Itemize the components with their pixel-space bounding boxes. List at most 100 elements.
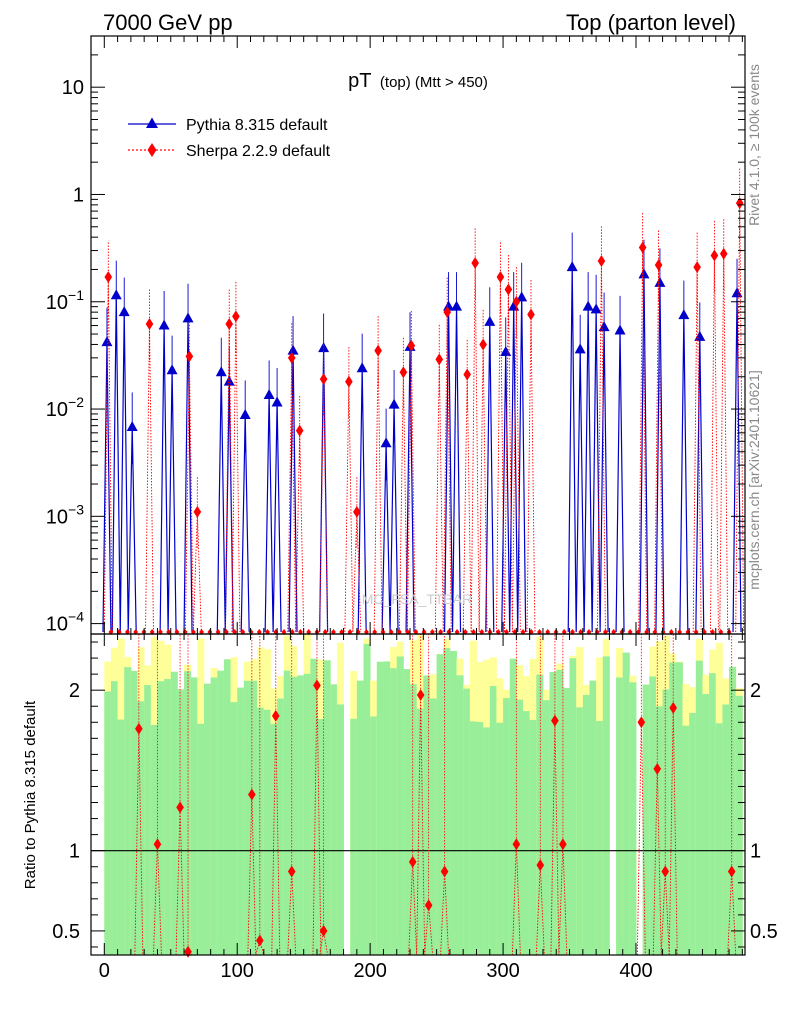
- ratio-band-green: [403, 669, 411, 955]
- sherpa-floor-point: [413, 629, 419, 635]
- ratio-band-green: [536, 674, 544, 955]
- ratio-sherpa-point: [271, 709, 280, 722]
- y-tick-label-exponent: −1: [68, 287, 84, 303]
- legend-pythia-label: Pythia 8.315 default: [186, 117, 328, 134]
- pythia-point: [582, 300, 594, 311]
- sherpa-point: [353, 505, 361, 518]
- ratio-band-green: [184, 671, 192, 955]
- legend-sherpa-marker: [147, 143, 157, 157]
- ratio-sherpa-point: [669, 701, 678, 714]
- ratio-band-green: [509, 658, 517, 955]
- pythia-point: [223, 375, 235, 386]
- x-tick-label: 300: [486, 960, 519, 982]
- ratio-band-green: [616, 677, 624, 955]
- ratio-plot-frame: [90, 633, 746, 956]
- pythia-point: [614, 324, 626, 335]
- sherpa-floor-point: [347, 629, 353, 635]
- ratio-band-green: [356, 680, 364, 955]
- ratio-sherpa-point: [313, 679, 321, 692]
- ratio-band-green: [197, 723, 205, 955]
- sherpa-point: [225, 318, 234, 331]
- ratio-sherpa-point: [319, 924, 328, 937]
- y-tick-label-base: 10: [62, 77, 84, 99]
- ratio-band-green: [323, 660, 331, 955]
- ratio-sherpa-point: [424, 899, 433, 912]
- sherpa-point: [232, 310, 240, 323]
- ratio-band-green: [157, 681, 165, 955]
- ratio-sherpa-point: [440, 865, 449, 878]
- pythia-point: [731, 287, 743, 298]
- ratio-band-green: [210, 677, 218, 955]
- pythia-point: [516, 291, 528, 302]
- ratio-y-tick-label-right: 0.5: [750, 921, 778, 943]
- pythia-point: [388, 398, 400, 409]
- sherpa-point: [463, 368, 471, 381]
- ratio-sherpa-point: [248, 788, 256, 801]
- ratio-band-green: [729, 666, 737, 955]
- pythia-point: [678, 309, 690, 320]
- y-tick-label-base: 10: [46, 614, 68, 636]
- ratio-band-green: [330, 684, 338, 955]
- header-right-label: Top (parton level): [566, 10, 736, 35]
- legend-pythia-marker: [146, 117, 158, 128]
- ratio-y-tick-label-right: 2: [750, 680, 761, 702]
- ratio-band-green: [582, 694, 590, 955]
- ratio-band-green: [376, 661, 384, 955]
- watermark: MC_FSA_TTBAR: [362, 591, 472, 607]
- header-left-label: 7000 GeV pp: [103, 10, 233, 35]
- sherpa-floor-point: [298, 629, 303, 635]
- ratio-band-green: [443, 648, 451, 955]
- ratio-band-green: [290, 676, 298, 955]
- ratio-sherpa-point: [408, 855, 417, 868]
- pythia-point: [500, 346, 512, 357]
- ratio-sherpa-point: [416, 688, 425, 701]
- ratio-band-green: [429, 698, 438, 955]
- sherpa-point: [496, 271, 505, 284]
- ratio-band-green: [297, 675, 305, 955]
- ratio-band-green: [662, 689, 670, 955]
- plot-title-main: pT: [348, 70, 371, 92]
- ratio-band-green: [410, 684, 418, 955]
- x-tick-label: 0: [99, 960, 110, 982]
- sherpa-point: [399, 366, 408, 379]
- sherpa-point: [435, 353, 444, 366]
- ratio-band-green: [130, 670, 138, 955]
- x-tick-label: 200: [353, 960, 386, 982]
- sherpa-point: [145, 318, 154, 331]
- pythia-point: [484, 315, 496, 326]
- ratio-band-green: [489, 685, 497, 955]
- plot-title: pT (top) (Mtt > 450): [348, 70, 488, 92]
- y-tick-label-base: 1: [73, 184, 84, 206]
- ratio-band-green: [503, 698, 511, 955]
- ratio-band-green: [649, 676, 657, 955]
- ratio-band-green: [150, 724, 158, 955]
- ratio-band-green: [469, 721, 477, 955]
- ratio-band-green: [383, 661, 391, 955]
- pythia-point: [166, 364, 178, 375]
- x-tick-label: 400: [619, 960, 652, 982]
- ratio-band-green: [669, 662, 677, 955]
- ratio-band-green: [336, 704, 344, 955]
- ratio-band-green: [350, 718, 358, 955]
- ratio-band-green: [230, 702, 238, 955]
- ratio-band-green: [110, 681, 118, 955]
- ratio-band-green: [523, 711, 531, 955]
- ratio-band-green: [602, 656, 610, 955]
- ratio-band-green: [735, 695, 743, 955]
- pythia-point: [182, 312, 194, 323]
- pythia-point: [638, 268, 650, 279]
- sherpa-floor-point: [405, 629, 411, 635]
- ratio-band-green: [476, 722, 484, 955]
- ratio-sherpa-point: [551, 714, 559, 727]
- ratio-band-green: [316, 719, 325, 955]
- ratio-band-green: [702, 693, 710, 955]
- pythia-point: [158, 319, 170, 330]
- ratio-band-green: [622, 652, 630, 955]
- plot-title-sub: (top) (Mtt > 450): [380, 74, 488, 91]
- ratio-sherpa-point: [287, 865, 296, 878]
- pythia-point: [271, 396, 283, 407]
- y-tick-label-base: 10: [46, 399, 68, 421]
- pythia-point: [380, 437, 392, 448]
- ratio-sherpa-point: [536, 859, 545, 872]
